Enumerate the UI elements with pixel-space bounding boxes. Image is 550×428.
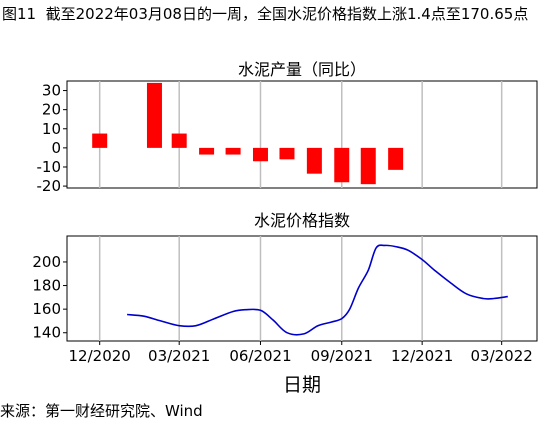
- bar-panel-frame: [66, 80, 538, 189]
- figure-title: 图11 截至2022年03月08日的一周，全国水泥价格指数上涨1.4点至170.…: [2, 5, 529, 23]
- bar-panel-ytick-label: 20: [42, 101, 61, 119]
- bar-panel-ytick-label: 0: [51, 139, 61, 157]
- bar: [171, 133, 187, 148]
- bar: [334, 147, 350, 183]
- line-panel-frame: [66, 235, 538, 342]
- x-axis-label: 日期: [282, 374, 321, 396]
- x-tick-label: 12/2021: [391, 347, 453, 365]
- bar: [252, 147, 268, 162]
- line-panel-title: 水泥价格指数: [253, 211, 350, 230]
- x-tick-label: 06/2021: [229, 347, 291, 365]
- bar: [92, 133, 108, 148]
- bar: [306, 147, 322, 174]
- x-axis: 12/2020 03/2021 06/2021 09/2021 12/2021 03/20…: [69, 341, 533, 365]
- bar: [279, 147, 295, 160]
- bar-panel-ytick-label: 10: [42, 120, 61, 138]
- bar-panel-title: 水泥产量（同比）: [237, 60, 366, 79]
- bar: [146, 82, 162, 148]
- line-panel: 140 160 180 200: [32, 235, 538, 342]
- bar-panel-ytick-label: 30: [42, 82, 61, 100]
- bar: [388, 147, 404, 170]
- x-tick-label: 12/2020: [69, 347, 131, 365]
- bar-panel-ytick-label: -10: [37, 158, 62, 176]
- price-index-line: [127, 244, 508, 336]
- x-tick-label: 03/2021: [148, 347, 210, 365]
- line-panel-ytick-label: 200: [32, 253, 61, 271]
- bar: [360, 147, 376, 185]
- line-panel-ytick-label: 180: [32, 277, 61, 295]
- x-tick-label: 03/2022: [470, 347, 532, 365]
- bar-panel-ytick-label: -20: [37, 177, 62, 195]
- source-note: 来源：第一财经研究院、Wind: [0, 402, 203, 420]
- line-panel-ytick-label: 140: [32, 324, 61, 342]
- bar: [225, 147, 241, 155]
- line-panel-ytick-label: 160: [32, 300, 61, 318]
- x-tick-label: 09/2021: [311, 347, 373, 365]
- bar: [199, 147, 215, 155]
